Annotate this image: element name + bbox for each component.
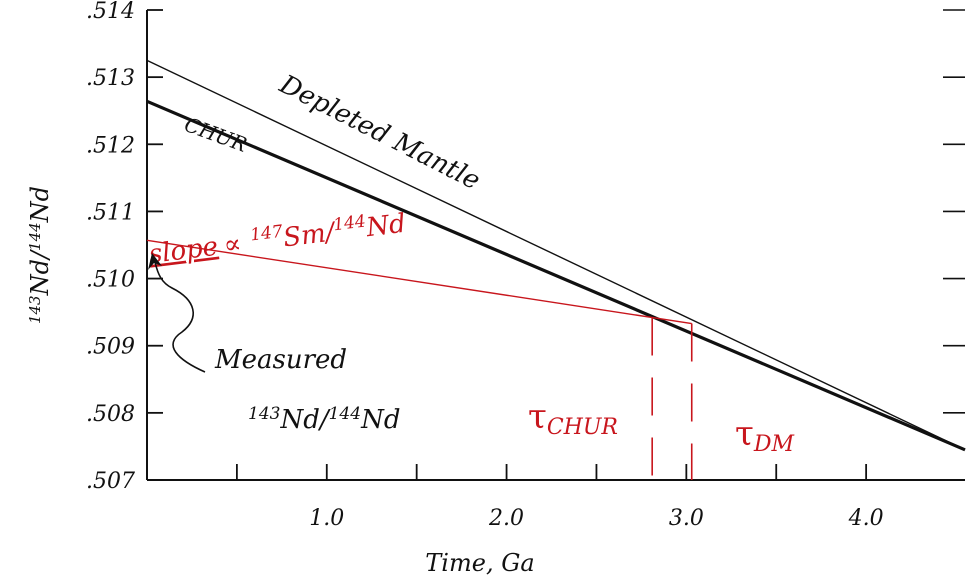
y-tick-label: .511 [86, 200, 135, 225]
y-tick-label: .514 [86, 0, 135, 24]
measured-arrow [154, 261, 206, 373]
right-ticks [943, 9, 965, 414]
x-axis-title: Time, Ga [425, 549, 534, 577]
x-tick-label: 1.0 [309, 506, 344, 531]
depleted-mantle-label: Depleted Mantle [274, 69, 485, 196]
y-tick-label: .513 [86, 66, 135, 91]
series-layer [146, 59, 966, 452]
measured-label: Measured [214, 345, 347, 375]
tau-dm-label: τDM [735, 414, 794, 457]
series-line-sample [146, 239, 692, 325]
series-line-depleted-mantle [146, 59, 966, 451]
y-tick-label: .507 [86, 469, 135, 494]
y-tick-label: .509 [86, 335, 135, 360]
y-axis-title: 143Nd/144Nd [26, 186, 54, 324]
y-tick-label: .508 [86, 402, 135, 427]
y-tick-label: .512 [86, 133, 135, 158]
x-tick-label: 3.0 [669, 506, 704, 531]
x-tick-labels: 1.0 2.0 3.0 4.0 [309, 506, 883, 531]
tau-markers [651, 317, 693, 480]
x-tick-label: 2.0 [488, 506, 524, 531]
axes [146, 10, 965, 481]
series-line-chur [146, 99, 966, 452]
y-tick-labels: .507 .508 .509 .510 .511 .512 .513 .514 [86, 0, 135, 494]
y-tick-label: .510 [86, 268, 135, 293]
x-ticks [235, 464, 868, 480]
x-tick-label: 4.0 [848, 506, 884, 531]
measured-arrowhead [148, 253, 162, 270]
tau-chur-label: τCHUR [528, 397, 618, 440]
measured-ratio-label: 143Nd/144Nd [248, 404, 400, 435]
chur-label: CHUR [181, 112, 250, 157]
